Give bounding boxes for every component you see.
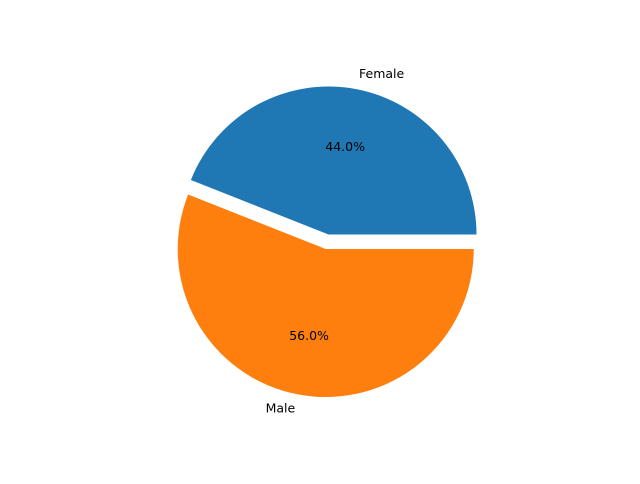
pie-labels: Female 44.0% Male 56.0% [266,66,405,415]
slice-percent-female: 44.0% [325,139,365,154]
pie-slice-male [177,194,474,398]
slice-label-female: Female [359,66,405,81]
slice-label-male: Male [266,400,296,415]
pie-slices [177,86,477,398]
slice-percent-male: 56.0% [289,328,329,343]
pie-slice-female [190,86,477,235]
